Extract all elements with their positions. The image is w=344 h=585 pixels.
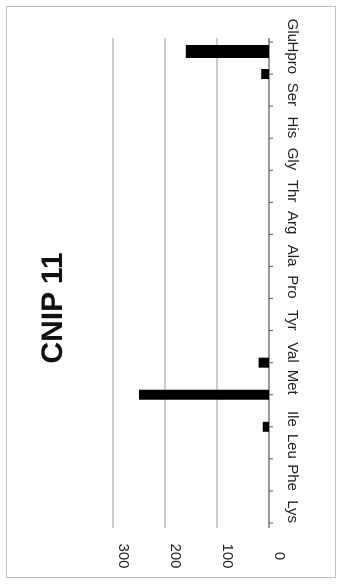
category-label: His [284,117,301,139]
category-label: Leu [284,434,301,459]
gridlines [112,38,273,528]
bar-hpro [261,69,269,80]
bar-ile [262,421,269,432]
category-label: Arg [284,211,301,234]
category-label: Phe [284,464,301,491]
category-label: Val [284,342,301,363]
value-axis: 0 100 200 300 [115,543,288,568]
category-label: Hpro [284,42,301,75]
category-label: Ala [284,245,301,267]
category-label: Gly [284,148,301,171]
category-label: Ser [284,83,301,106]
y-tick-label: 100 [219,543,236,568]
category-label: Pro [284,275,301,298]
category-label: Ile [284,411,301,427]
category-label: Met [284,370,301,396]
bar-val [258,357,269,368]
category-label: Glu [284,19,301,42]
bar-glu [185,45,269,58]
bars [139,45,269,432]
y-tick-label: 200 [167,543,184,568]
y-tick-label: 0 [271,552,288,560]
category-label: Tyr [284,310,301,331]
bar-met [139,389,269,400]
category-label: Thr [284,180,301,203]
chart-border [6,6,336,578]
y-tick-label: 300 [115,543,132,568]
category-label: Lys [284,500,301,523]
chart-title: CNIP 11 [36,252,69,363]
